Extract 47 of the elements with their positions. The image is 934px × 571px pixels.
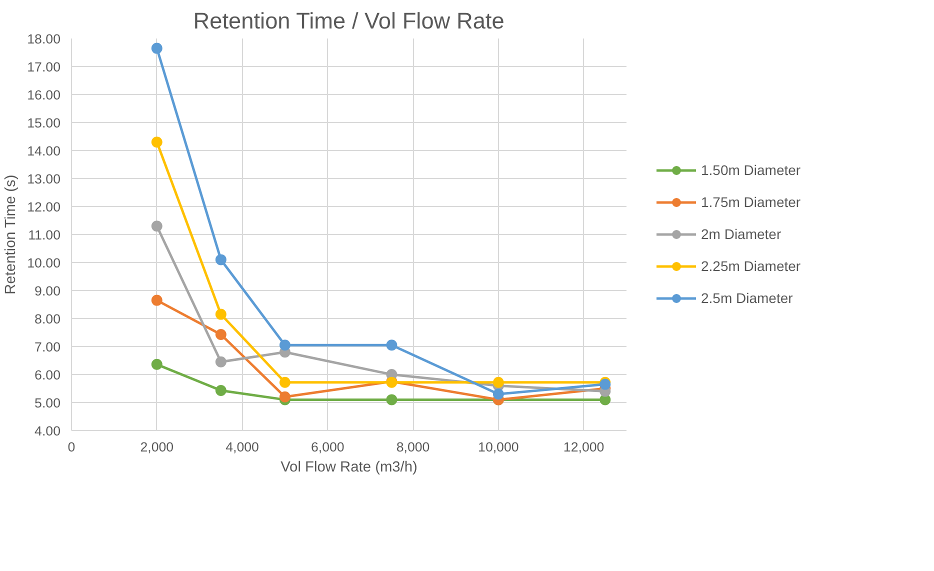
point <box>151 136 162 148</box>
x-tick-label: 12,000 <box>563 440 604 454</box>
point <box>279 391 290 402</box>
y-tick-label: 4.00 <box>34 424 61 438</box>
y-tick-label: 9.00 <box>34 284 61 298</box>
y-tick-label: 8.00 <box>34 312 61 326</box>
legend-label: 2.5m Diameter <box>701 290 793 306</box>
legend-label: 1.50m Diameter <box>701 162 801 178</box>
point <box>215 308 226 320</box>
y-tick-label: 5.00 <box>34 396 61 410</box>
point <box>215 254 226 266</box>
point <box>279 340 290 351</box>
point <box>151 358 162 370</box>
point <box>492 376 504 388</box>
point <box>151 220 162 232</box>
y-tick-label: 7.00 <box>34 340 61 354</box>
point <box>151 42 162 54</box>
legend-label: 1.75m Diameter <box>701 194 801 210</box>
y-tick-label: 18.00 <box>27 32 61 46</box>
x-tick-label: 8,000 <box>396 440 430 454</box>
point <box>492 388 504 400</box>
y-axis-title: Retention Time (s) <box>3 174 20 294</box>
y-tick-label: 17.00 <box>27 60 61 74</box>
point <box>151 294 162 306</box>
y-tick-label: 16.00 <box>27 88 61 102</box>
y-tick-label: 13.00 <box>27 172 61 186</box>
y-tick-label: 15.00 <box>27 116 61 130</box>
y-tick-label: 14.00 <box>27 144 61 158</box>
y-tick-label: 11.00 <box>28 228 61 242</box>
legend-label: 2.25m Diameter <box>701 258 801 274</box>
point <box>386 394 398 406</box>
point <box>215 384 226 396</box>
chart-title: Retention Time / Vol Flow Rate <box>193 8 504 34</box>
x-tick-label: 10,000 <box>478 440 519 454</box>
y-tick-label: 12.00 <box>27 200 61 214</box>
x-tick-label: 2,000 <box>140 440 174 454</box>
x-tick-label: 4,000 <box>226 440 259 454</box>
x-axis-title: Vol Flow Rate (m3/h) <box>280 460 418 476</box>
x-tick-label: 0 <box>68 440 76 454</box>
point <box>386 340 398 351</box>
point <box>215 328 226 340</box>
y-tick-label: 10.00 <box>27 256 61 270</box>
point <box>279 376 290 388</box>
point <box>215 356 226 368</box>
x-tick-label: 6,000 <box>310 440 344 454</box>
y-tick-label: 6.00 <box>34 368 61 382</box>
legend-label: 2m Diameter <box>701 226 782 242</box>
